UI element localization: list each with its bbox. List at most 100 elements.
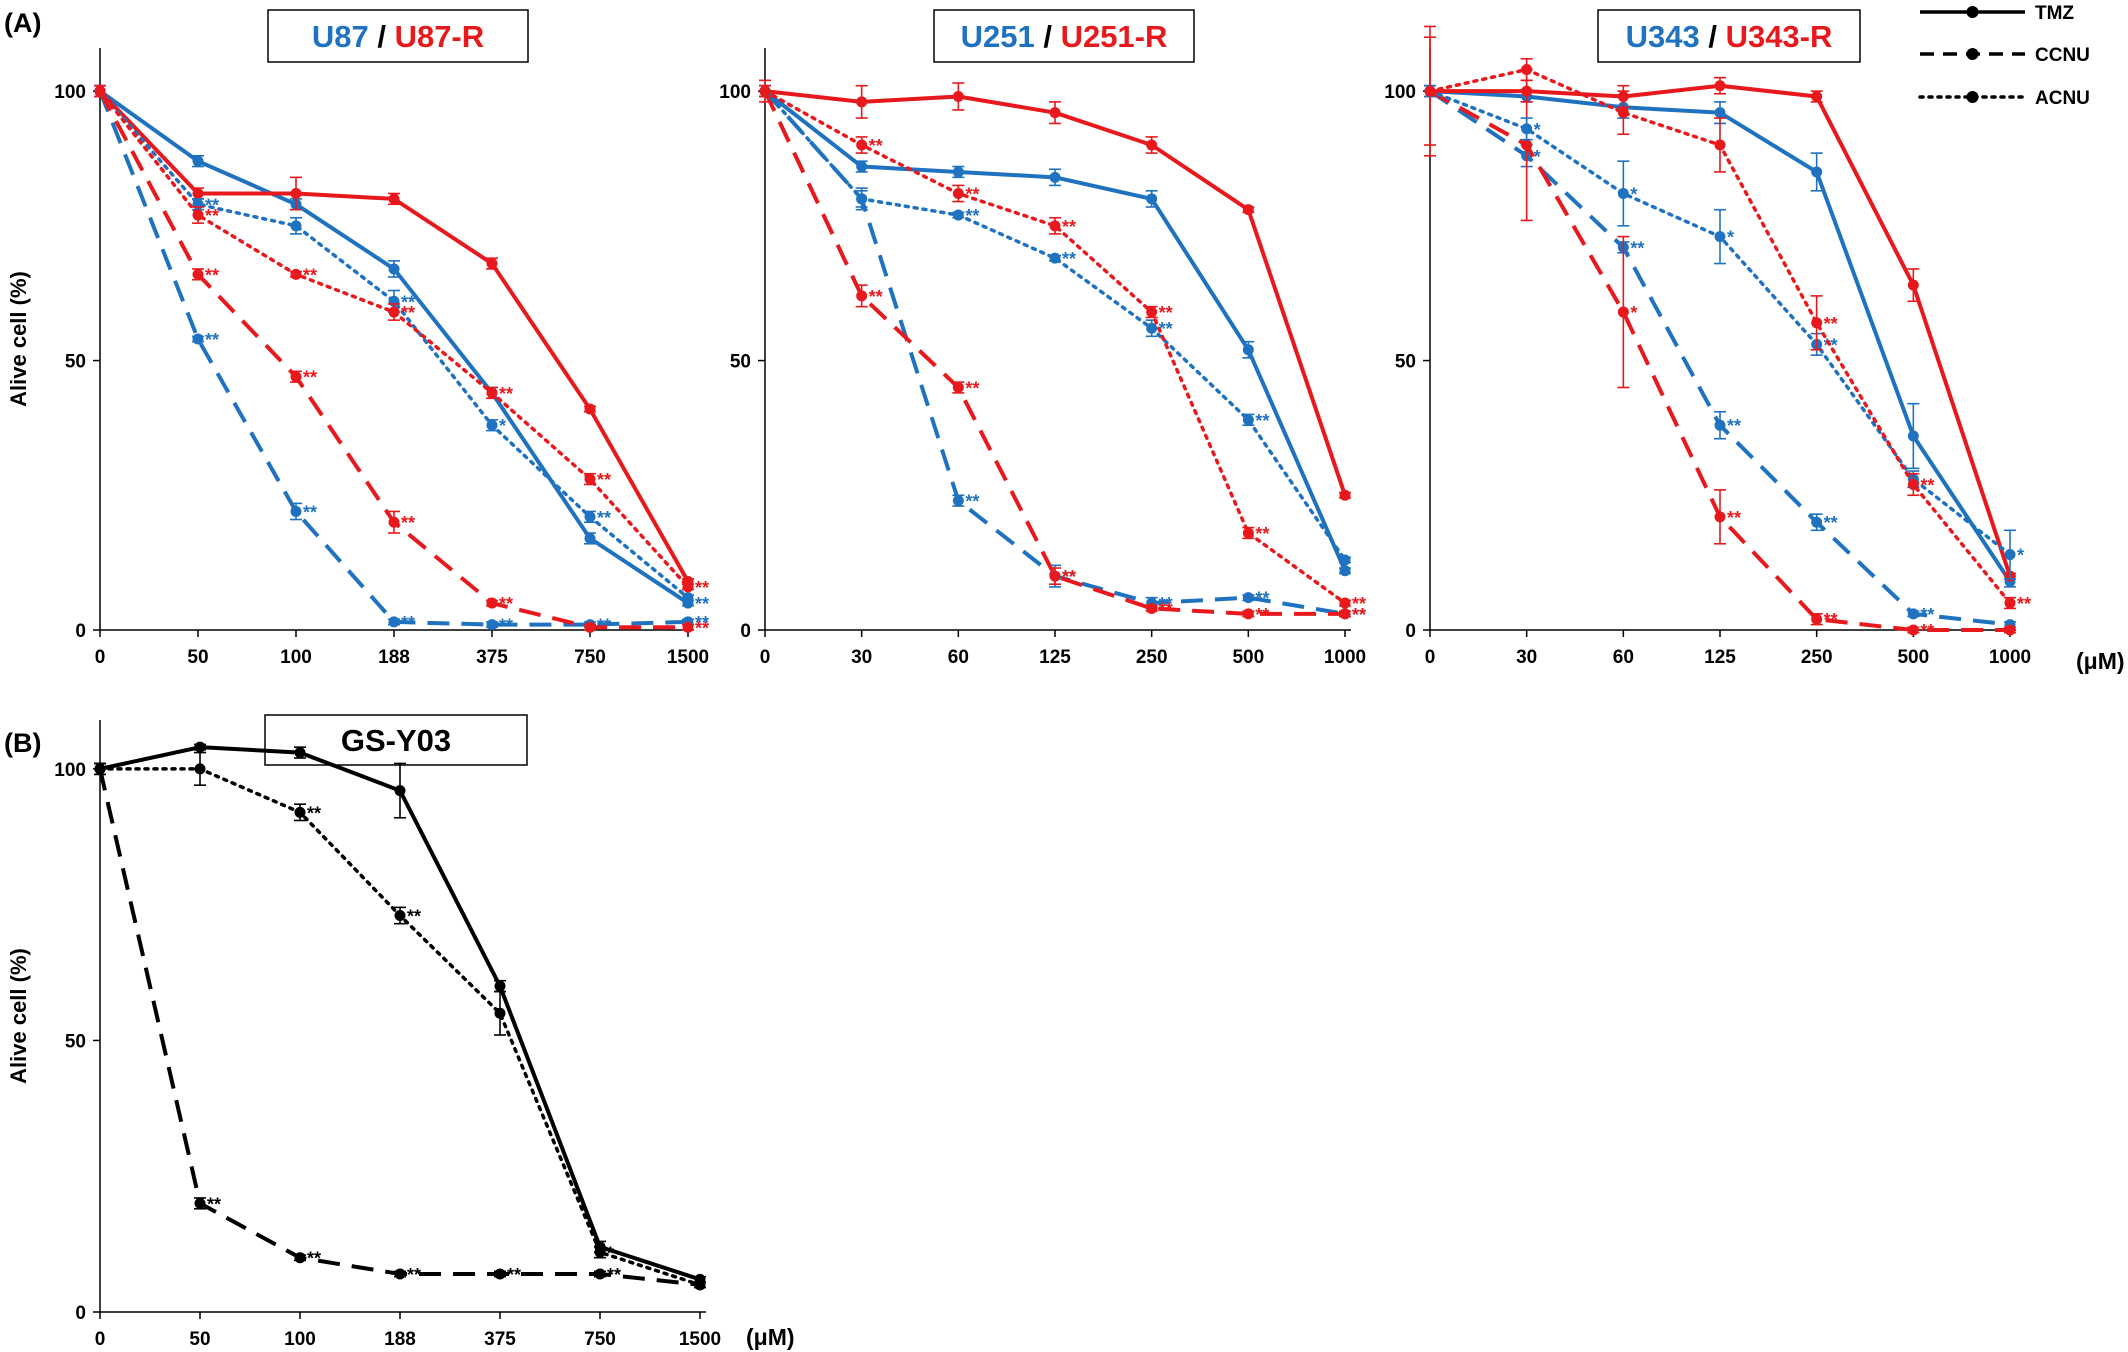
x-tick-label: 1500 (679, 1329, 721, 1350)
data-point (2004, 624, 2016, 636)
significance-mark: ** (401, 292, 415, 312)
data-point (1907, 430, 1919, 442)
chart-title-part: / (1035, 19, 1061, 54)
unit-label-b: (μM) (746, 1324, 795, 1350)
y-tick-label: 50 (65, 352, 86, 373)
data-point (952, 209, 964, 221)
data-point (856, 139, 868, 151)
x-tick-label: 0 (95, 647, 106, 668)
significance-mark: ** (303, 368, 317, 388)
data-point (290, 268, 302, 280)
data-point (294, 747, 306, 759)
significance-mark: ** (205, 330, 219, 350)
data-point (1339, 489, 1351, 501)
data-point (1339, 597, 1351, 609)
x-tick-label: 50 (189, 1329, 210, 1350)
data-point (1714, 107, 1726, 119)
significance-mark: ** (1352, 605, 1366, 625)
significance-mark: ** (1727, 508, 1741, 528)
data-point (1811, 317, 1823, 329)
series-ccnu-u251: ** ** ** ** ** (759, 84, 1366, 625)
significance-mark: ** (205, 195, 219, 215)
data-point (1714, 419, 1726, 431)
significance-mark: ** (1159, 303, 1173, 323)
x-tick-label: 1500 (667, 647, 709, 668)
chart-title: GS-Y03 (341, 723, 451, 758)
data-point (694, 1279, 706, 1291)
chart-title-part: U251-R (1061, 19, 1168, 54)
legend-marker (1966, 6, 1979, 18)
chart-title-box (1597, 9, 1861, 63)
data-point (584, 473, 596, 485)
significance-mark: ** (507, 1265, 521, 1285)
series-ccnu-u87: ****** ** ** ** (94, 84, 709, 636)
data-point (1049, 220, 1061, 232)
data-point (952, 495, 964, 507)
data-point (290, 371, 302, 383)
data-point (1617, 107, 1629, 119)
data-point (494, 1007, 506, 1019)
x-tick-label: 500 (1232, 647, 1264, 668)
data-point (486, 619, 498, 631)
x-tick-label: 100 (280, 647, 312, 668)
data-point (1811, 91, 1823, 102)
y-tick-label: 100 (54, 82, 86, 103)
data-point (1714, 231, 1726, 243)
chart-title-part: U87-R (395, 19, 485, 54)
significance-mark: ** (1255, 589, 1269, 609)
significance-mark: * (607, 1243, 614, 1263)
data-point (290, 505, 302, 517)
x-tick-label: 750 (574, 647, 606, 668)
significance-mark: ** (205, 206, 219, 226)
data-point (759, 85, 771, 97)
significance-mark: ** (2017, 594, 2031, 614)
data-point (856, 290, 868, 302)
data-point (594, 1246, 606, 1258)
significance-mark: ** (307, 803, 321, 823)
data-point (1907, 479, 1919, 490)
data-point (1907, 608, 1919, 620)
data-point (2004, 549, 2016, 561)
legend-label: TMZ (2035, 3, 2074, 24)
chart-title-part: / (1700, 19, 1726, 54)
legend-item-acnu: ACNU (1918, 88, 2090, 109)
data-point (1049, 107, 1061, 119)
data-point (486, 258, 498, 270)
significance-mark: ** (1920, 621, 1934, 641)
data-point (192, 268, 204, 280)
significance-mark: * (1534, 120, 1541, 140)
x-tick-label: 60 (1613, 647, 1634, 668)
data-point (856, 161, 868, 173)
significance-mark: ** (407, 907, 421, 927)
data-point (1339, 554, 1351, 566)
data-point (952, 91, 964, 102)
data-point (952, 166, 964, 178)
significance-mark: ** (499, 594, 513, 614)
data-point (94, 763, 106, 775)
series-ccnu-u343-r: ******* (1424, 68, 2016, 641)
data-point (194, 741, 206, 753)
significance-mark: ** (1824, 314, 1838, 334)
significance-mark: * (1534, 147, 1541, 167)
series-acnu-u343: ****** (1424, 84, 2024, 580)
data-point (1617, 306, 1629, 318)
x-tick-label: 0 (760, 647, 771, 668)
significance-mark: * (1630, 185, 1637, 205)
significance-mark: ** (1824, 513, 1838, 533)
series-ccnu-u251-r: ******** ** ** (759, 84, 1366, 625)
data-point (194, 1197, 206, 1209)
significance-mark: ** (869, 136, 883, 156)
series-tmz-u251-r (759, 79, 1351, 501)
data-point (682, 581, 694, 593)
significance-mark: ** (695, 594, 709, 614)
significance-mark: ** (303, 265, 317, 285)
data-point (1521, 139, 1533, 151)
significance-mark: ** (965, 185, 979, 205)
data-point (1907, 279, 1919, 291)
chart-title-box (267, 9, 529, 63)
data-point (1242, 527, 1254, 539)
significance-mark: ** (1824, 610, 1838, 630)
significance-mark: ** (1920, 605, 1934, 625)
data-point (1146, 193, 1158, 205)
data-point (290, 220, 302, 232)
